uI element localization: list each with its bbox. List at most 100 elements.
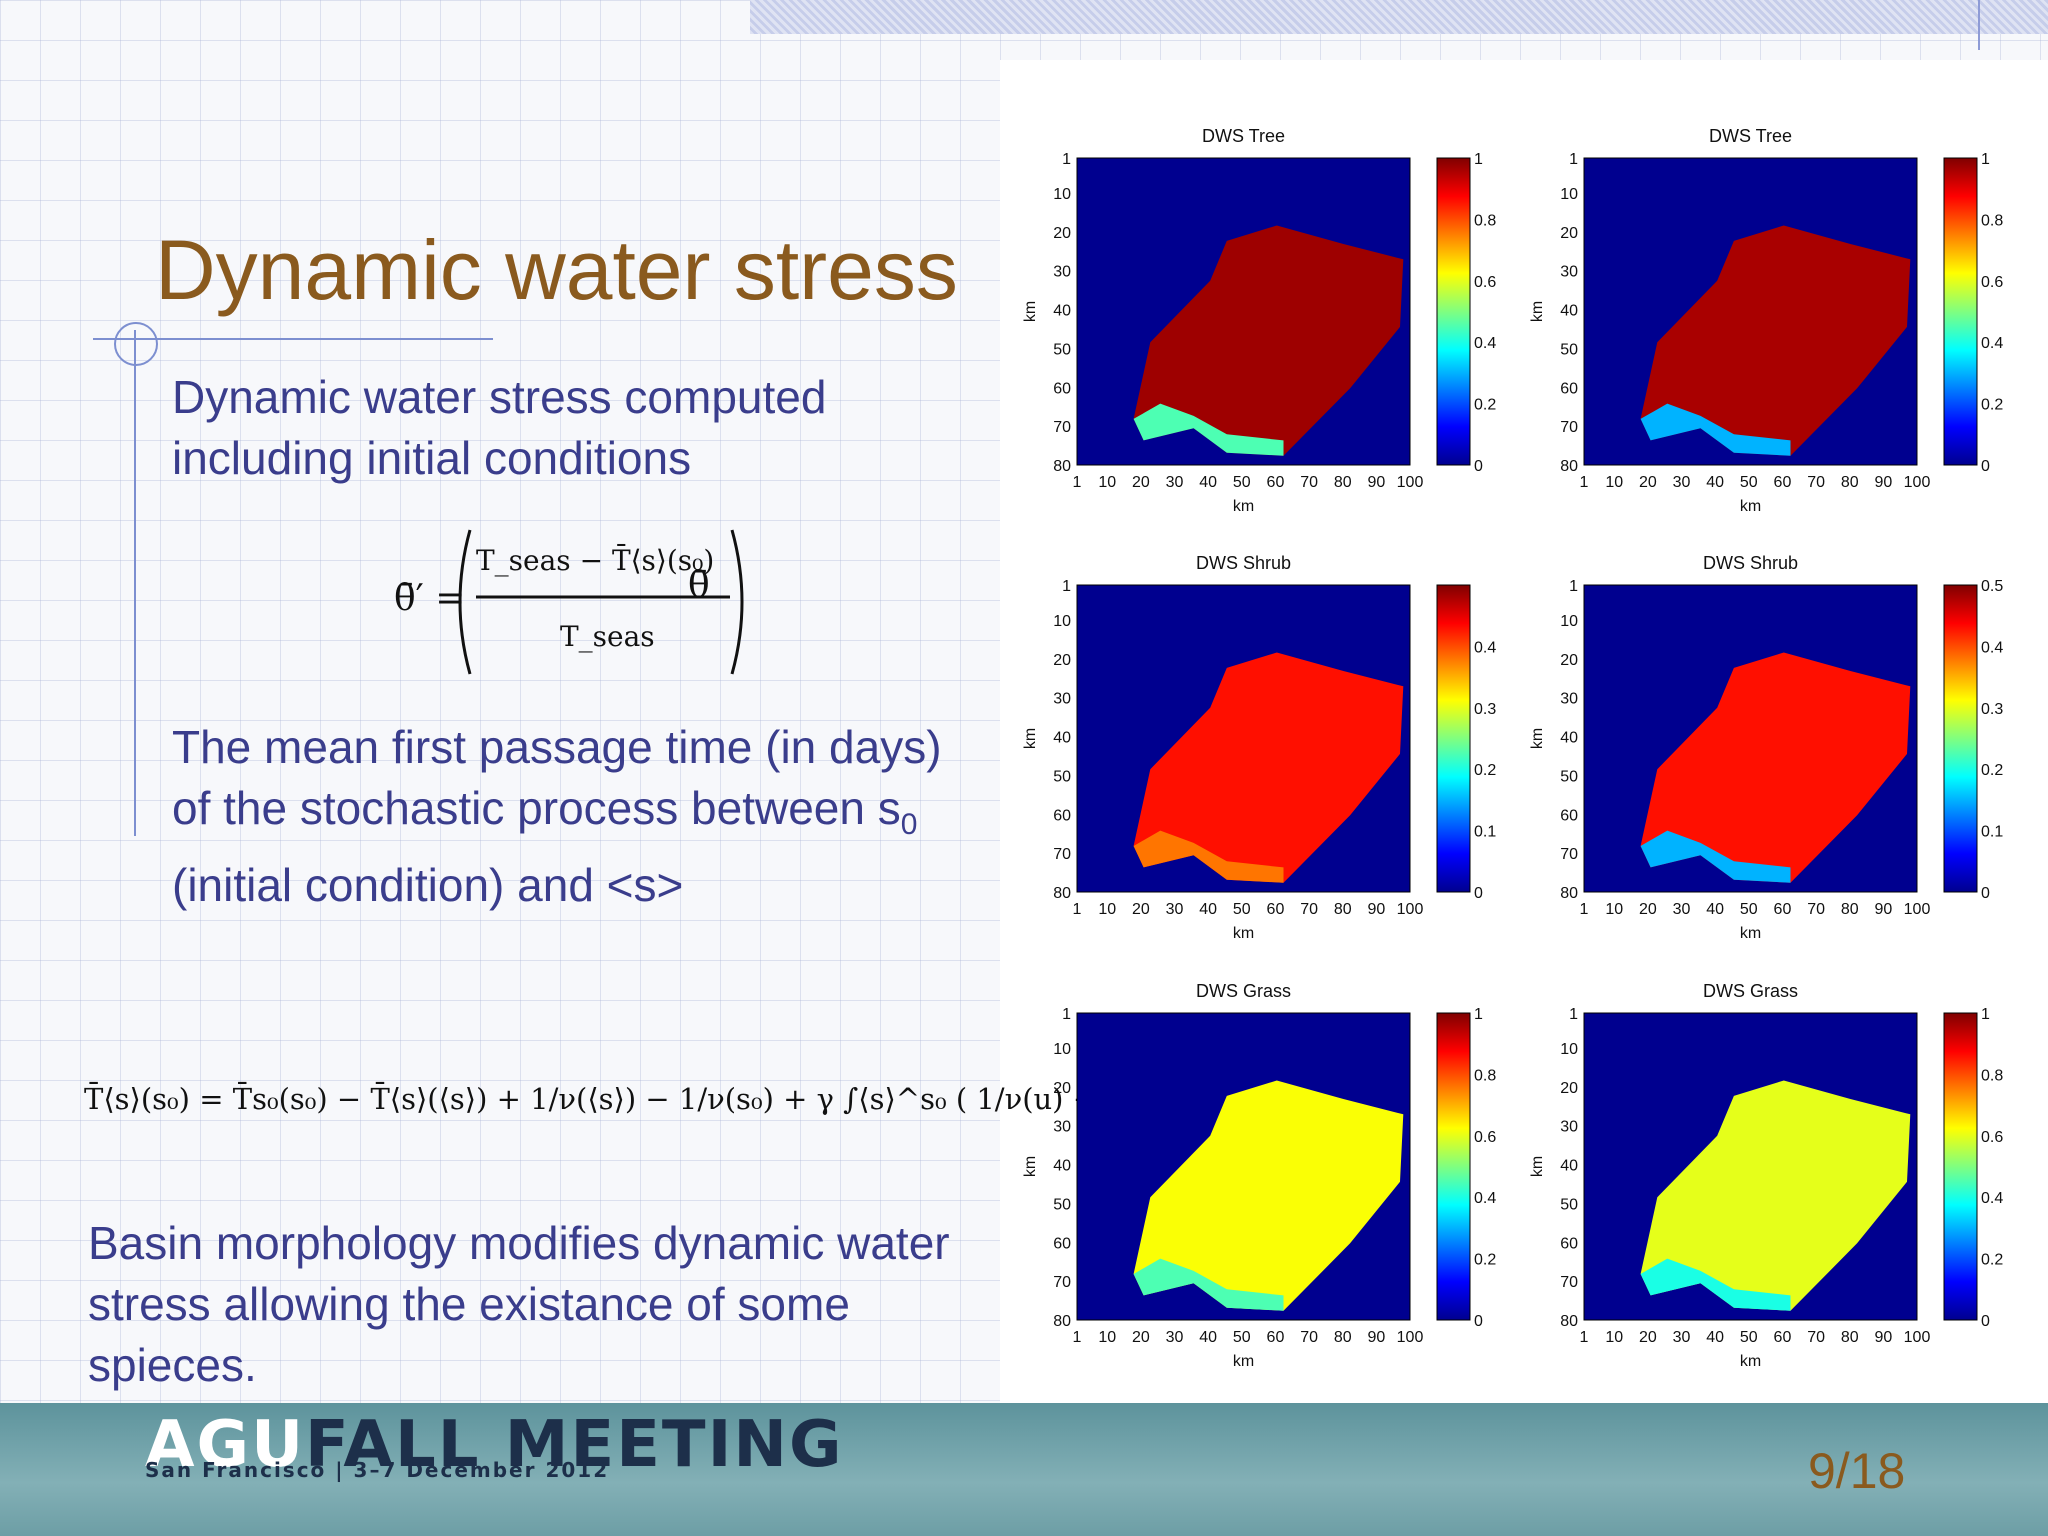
chart-3-ytick-label: 80 [1053, 885, 1071, 902]
chart-6-ytick-label: 10 [1560, 1041, 1578, 1058]
chart-5-xtick-label: 60 [1267, 1329, 1285, 1346]
chart-1-ytick-label: 30 [1053, 264, 1071, 281]
chart-5-ytick-label: 10 [1053, 1041, 1071, 1058]
chart-4-colorbar-tick-label: 0.4 [1981, 639, 2003, 656]
chart-5-colorbar-tick-label: 0.8 [1474, 1067, 1496, 1084]
chart-2-colorbar-tick-label: 0.8 [1981, 212, 2003, 229]
chart-3-colorbar [1436, 584, 1471, 893]
chart-2-xtick-label: 80 [1841, 474, 1859, 491]
chart-6-ytick-label: 80 [1560, 1313, 1578, 1330]
chart-2-colorbar-tick-label: 0.2 [1981, 397, 2003, 414]
chart-4-colorbar-tick-label: 0.5 [1981, 578, 2003, 595]
chart-2-ytick-label: 10 [1560, 186, 1578, 203]
chart-4-xtick-label: 70 [1807, 901, 1825, 918]
chart-4-xtick-label: 90 [1874, 901, 1892, 918]
chart-1-title: DWS Tree [1202, 126, 1285, 146]
title-underline [93, 338, 493, 340]
chart-1-colorbar-tick-label: 1 [1474, 151, 1483, 168]
chart-2-colorbar-tick-label: 0 [1981, 458, 1990, 475]
chart-3-ytick-label: 50 [1053, 768, 1071, 785]
chart-5-xtick-label: 50 [1233, 1329, 1251, 1346]
chart-3-basin-body [1133, 652, 1404, 883]
chart-4-xtick-label: 100 [1904, 901, 1931, 918]
chart-3-xlabel: km [1233, 925, 1254, 942]
chart-3-ylabel: km [1022, 728, 1039, 749]
chart-5-basin-body [1133, 1080, 1404, 1311]
chart-2-ytick-label: 1 [1569, 151, 1578, 168]
chart-5-colorbar-tick-label: 0 [1474, 1313, 1483, 1330]
chart-6-title: DWS Grass [1703, 981, 1798, 1001]
chart-3-xtick-label: 70 [1300, 901, 1318, 918]
chart-3-xtick-label: 40 [1199, 901, 1217, 918]
chart-2-ytick-label: 40 [1560, 303, 1578, 320]
chart-5-colorbar-tick-label: 0.2 [1474, 1252, 1496, 1269]
slide-title: Dynamic water stress [155, 223, 958, 317]
chart-4-xtick-label: 40 [1706, 901, 1724, 918]
paragraph-first-passage-a: The mean first passage time (in days) of… [172, 721, 942, 834]
chart-3-xtick-label: 100 [1397, 901, 1424, 918]
decorative-top-line [1978, 0, 1980, 50]
chart-2-colorbar-tick-label: 1 [1981, 151, 1990, 168]
chart-5-ytick-label: 50 [1053, 1196, 1071, 1213]
chart-2-ytick-label: 20 [1560, 225, 1578, 242]
chart-3-colorbar-tick-label: 0.3 [1474, 701, 1496, 718]
chart-2-colorbar [1943, 157, 1978, 466]
chart-5-ytick-label: 30 [1053, 1119, 1071, 1136]
chart-1-xtick-label: 20 [1132, 474, 1150, 491]
formula-theta-num: T_seas − T̄⟨s⟩(s₀) [476, 543, 714, 577]
paragraph-basin-morphology: Basin morphology modifies dynamic water … [88, 1217, 950, 1391]
chart-1-xtick-label: 90 [1367, 474, 1385, 491]
chart-4-xtick-label: 80 [1841, 901, 1859, 918]
chart-3-colorbar-tick-label: 0 [1474, 885, 1483, 902]
chart-1-basin-edge [1133, 403, 1284, 456]
chart-6-xtick-label: 100 [1904, 1329, 1931, 1346]
agu-logo: AGUFALL MEETING [145, 1408, 843, 1482]
chart-2-xtick-label: 70 [1807, 474, 1825, 491]
chart-3-xtick-label: 50 [1233, 901, 1251, 918]
chart-2-basin-body [1640, 225, 1911, 456]
chart-5-xtick-label: 70 [1300, 1329, 1318, 1346]
chart-5-colorbar-tick-label: 0.4 [1474, 1190, 1496, 1207]
chart-6-xtick-label: 70 [1807, 1329, 1825, 1346]
chart-2-xtick-label: 90 [1874, 474, 1892, 491]
chart-2-xtick-label: 50 [1740, 474, 1758, 491]
chart-3-xtick-label: 1 [1073, 901, 1082, 918]
chart-5-colorbar [1436, 1012, 1471, 1321]
page-number: 9/18 [1808, 1443, 1906, 1499]
chart-6-colorbar [1943, 1012, 1978, 1321]
formula-theta-lhs: θ̄′ = [394, 578, 465, 619]
chart-6-colorbar-tick-label: 0.6 [1981, 1129, 2003, 1146]
chart-2-xtick-label: 1 [1580, 474, 1589, 491]
left-accent-line [134, 330, 136, 836]
chart-3-xtick-label: 10 [1098, 901, 1116, 918]
chart-4-ytick-label: 60 [1560, 807, 1578, 824]
chart-6-colorbar-tick-label: 0 [1981, 1313, 1990, 1330]
chart-2-ytick-label: 80 [1560, 458, 1578, 475]
chart-2-colorbar-tick-label: 0.4 [1981, 335, 2003, 352]
chart-2-ytick-label: 60 [1560, 380, 1578, 397]
chart-4-xtick-label: 20 [1639, 901, 1657, 918]
chart-3-ytick-label: 10 [1053, 613, 1071, 630]
s0-subscript: 0 [900, 808, 918, 842]
chart-1-xtick-label: 10 [1098, 474, 1116, 491]
chart-1-xlabel: km [1233, 498, 1254, 515]
meeting-location-date: San Francisco | 3–7 December 2012 [145, 1458, 610, 1482]
chart-5-xtick-label: 80 [1334, 1329, 1352, 1346]
chart-4-ytick-label: 70 [1560, 846, 1578, 863]
chart-5-ylabel: km [1022, 1156, 1039, 1177]
chart-5-ytick-label: 80 [1053, 1313, 1071, 1330]
chart-2-basin-edge [1640, 403, 1791, 456]
chart-4-ytick-label: 1 [1569, 578, 1578, 595]
chart-5-ytick-label: 20 [1053, 1080, 1071, 1097]
chart-6-colorbar-tick-label: 0.2 [1981, 1252, 2003, 1269]
chart-5-ytick-label: 70 [1053, 1274, 1071, 1291]
chart-6-ytick-label: 30 [1560, 1119, 1578, 1136]
chart-5-basin-edge [1133, 1258, 1284, 1311]
chart-5-xtick-label: 40 [1199, 1329, 1217, 1346]
chart-4-title: DWS Shrub [1703, 553, 1798, 573]
chart-3-xtick-label: 80 [1334, 901, 1352, 918]
chart-6-ytick-label: 20 [1560, 1080, 1578, 1097]
chart-4-xtick-label: 60 [1774, 901, 1792, 918]
chart-6-basin-body [1640, 1080, 1911, 1311]
chart-4-ytick-label: 80 [1560, 885, 1578, 902]
